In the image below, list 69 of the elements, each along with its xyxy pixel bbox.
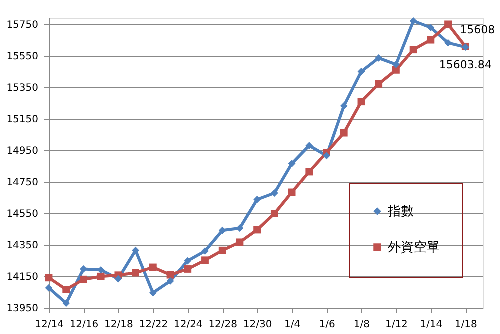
point: [149, 289, 157, 297]
x-tick-label: 12/14: [35, 320, 64, 330]
x-tick-label: 12/18: [104, 320, 134, 330]
y-tick-label: 14950: [6, 146, 38, 157]
point: [166, 271, 174, 279]
point: [288, 160, 296, 168]
point: [184, 257, 192, 265]
annotation: 15603.84: [439, 58, 492, 72]
point: [392, 66, 400, 74]
point: [218, 246, 226, 254]
point: [218, 226, 226, 234]
point: [254, 196, 262, 204]
point: [80, 276, 88, 284]
point: [427, 24, 435, 32]
point: [184, 266, 192, 273]
point: [323, 152, 330, 160]
point: [202, 248, 209, 255]
point: [132, 246, 140, 254]
point: [149, 264, 157, 272]
x-tick-label: 12/30: [243, 320, 272, 330]
point: [45, 284, 53, 292]
point: [410, 46, 418, 54]
x-tick-label: 12/28: [208, 320, 238, 330]
x-tick-label: 12/16: [70, 320, 99, 330]
x-tick-label: 1/8: [354, 320, 370, 330]
point: [340, 129, 348, 137]
point: [202, 256, 209, 264]
x-tick-label: 1/6: [319, 320, 336, 330]
point: [270, 190, 278, 197]
point: [444, 39, 452, 47]
y-tick-label: 13950: [6, 304, 38, 314]
y-tick-label: 14550: [6, 208, 38, 220]
point: [114, 275, 122, 283]
point: [444, 20, 452, 28]
annotation: 15608: [460, 24, 496, 37]
x-tick-label: 1/14: [420, 320, 443, 330]
point: [306, 142, 314, 150]
y-tick-label: 14350: [6, 240, 38, 252]
x-tick-label: 1/18: [454, 320, 478, 330]
point: [375, 80, 383, 88]
x-tick-label: 1/12: [385, 320, 408, 330]
point: [270, 210, 278, 218]
point: [97, 272, 105, 280]
y-tick-label: 15350: [6, 82, 38, 94]
x-tick-label: 12/24: [174, 320, 203, 330]
point: [358, 98, 366, 106]
point: [166, 278, 174, 285]
point: [132, 269, 140, 277]
point: [392, 60, 400, 68]
y-tick-label: 15150: [6, 114, 38, 126]
point: [62, 286, 70, 294]
point: [80, 266, 88, 273]
point: [254, 226, 262, 234]
y-tick-label: 14150: [6, 272, 38, 283]
y-tick-label: 15750: [6, 20, 38, 31]
point: [236, 238, 244, 246]
y-tick-label: 14750: [6, 177, 38, 188]
legend-label: 外資空單: [388, 240, 440, 256]
x-tick-label: 12/22: [139, 320, 168, 330]
point: [340, 102, 348, 110]
x-tick-label: 1/4: [284, 320, 301, 330]
point: [427, 36, 435, 44]
point: [62, 300, 70, 308]
point: [375, 54, 383, 62]
legend-label: 指數: [387, 204, 414, 220]
point: [410, 17, 418, 25]
point: [236, 224, 244, 232]
point: [306, 168, 314, 176]
y-tick-label: 15550: [6, 51, 38, 62]
